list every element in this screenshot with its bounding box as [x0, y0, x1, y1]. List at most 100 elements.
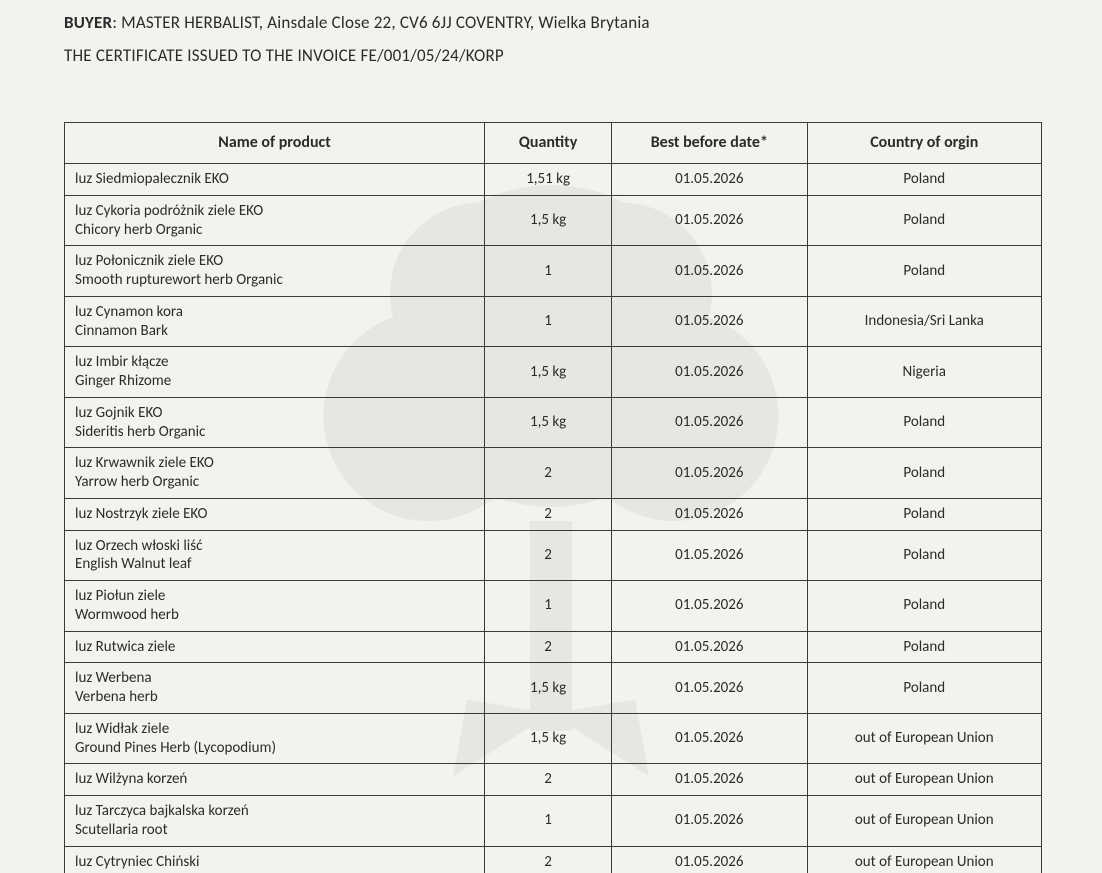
cell-origin: out of European Union	[807, 713, 1042, 764]
cell-origin: out of European Union	[807, 846, 1042, 873]
col-header-date: Best before date*	[612, 123, 807, 164]
product-name-line2: Chicory herb Organic	[75, 221, 474, 240]
cell-best-before: 01.05.2026	[612, 397, 807, 448]
product-name-line2: Verbena herb	[75, 688, 474, 707]
cell-origin: Poland	[807, 581, 1042, 632]
cell-origin: out of European Union	[807, 764, 1042, 796]
cell-product-name: luz Nostrzyk ziele EKO	[65, 498, 485, 530]
cell-origin: Poland	[807, 663, 1042, 714]
cell-origin: Poland	[807, 631, 1042, 663]
product-name-line1: luz Nostrzyk ziele EKO	[75, 505, 474, 524]
product-name-line2: Ground Pines Herb (Lycopodium)	[75, 739, 474, 758]
cell-product-name: luz Cykoria podróżnik ziele EKOChicory h…	[65, 195, 485, 246]
cell-origin: Poland	[807, 448, 1042, 499]
table-row: luz Tarczyca bajkalska korzeńScutellaria…	[65, 796, 1042, 847]
cell-product-name: luz WerbenaVerbena herb	[65, 663, 485, 714]
product-name-line1: luz Widłak ziele	[75, 720, 474, 739]
cell-best-before: 01.05.2026	[612, 663, 807, 714]
cell-quantity: 1,5 kg	[485, 195, 612, 246]
table-row: luz Cytryniec Chiński201.05.2026out of E…	[65, 846, 1042, 873]
certificate-line: THE CERTIFICATE ISSUED TO THE INVOICE FE…	[64, 45, 1042, 66]
cell-best-before: 01.05.2026	[612, 796, 807, 847]
table-row: luz Cykoria podróżnik ziele EKOChicory h…	[65, 195, 1042, 246]
cell-best-before: 01.05.2026	[612, 530, 807, 581]
cell-best-before: 01.05.2026	[612, 713, 807, 764]
product-name-line1: luz Tarczyca bajkalska korzeń	[75, 802, 474, 821]
table-row: luz Piołun zieleWormwood herb101.05.2026…	[65, 581, 1042, 632]
product-name-line1: luz Wilżyna korzeń	[75, 770, 474, 789]
cell-quantity: 1,5 kg	[485, 347, 612, 398]
cell-best-before: 01.05.2026	[612, 498, 807, 530]
cell-best-before: 01.05.2026	[612, 164, 807, 196]
product-name-line1: luz Werbena	[75, 669, 474, 688]
col-header-origin: Country of orgin	[807, 123, 1042, 164]
cell-product-name: luz Orzech włoski liśćEnglish Walnut lea…	[65, 530, 485, 581]
cell-quantity: 2	[485, 448, 612, 499]
table-row: luz Cynamon koraCinnamon Bark101.05.2026…	[65, 296, 1042, 347]
cell-best-before: 01.05.2026	[612, 764, 807, 796]
cell-origin: Poland	[807, 498, 1042, 530]
product-name-line2: Cinnamon Bark	[75, 322, 474, 341]
cell-product-name: luz Imbir kłączeGinger Rhizome	[65, 347, 485, 398]
cell-origin: Poland	[807, 246, 1042, 297]
cell-quantity: 1,5 kg	[485, 713, 612, 764]
cell-best-before: 01.05.2026	[612, 581, 807, 632]
buyer-label: BUYER	[64, 12, 112, 33]
buyer-details: : MASTER HERBALIST, Ainsdale Close 22, C…	[112, 12, 649, 33]
cell-quantity: 1	[485, 796, 612, 847]
product-name-line2: Sideritis herb Organic	[75, 423, 474, 442]
cell-quantity: 1	[485, 246, 612, 297]
cell-origin: Poland	[807, 397, 1042, 448]
cell-product-name: luz Piołun zieleWormwood herb	[65, 581, 485, 632]
buyer-line: BUYER: MASTER HERBALIST, Ainsdale Close …	[64, 12, 1042, 33]
product-name-line1: luz Rutwica ziele	[75, 638, 474, 657]
products-table: Name of product Quantity Best before dat…	[64, 122, 1042, 873]
cell-product-name: luz Cytryniec Chiński	[65, 846, 485, 873]
product-name-line1: luz Piołun ziele	[75, 587, 474, 606]
cell-product-name: luz Tarczyca bajkalska korzeńScutellaria…	[65, 796, 485, 847]
cell-best-before: 01.05.2026	[612, 448, 807, 499]
cell-quantity: 2	[485, 764, 612, 796]
table-row: luz Wilżyna korzeń 201.05.2026out of Euro…	[65, 764, 1042, 796]
cell-product-name: luz Rutwica ziele	[65, 631, 485, 663]
product-name-line1: luz Cytryniec Chiński	[75, 853, 474, 872]
cell-quantity: 1,5 kg	[485, 397, 612, 448]
table-row: luz WerbenaVerbena herb1,5 kg01.05.2026P…	[65, 663, 1042, 714]
table-row: luz Gojnik EKOSideritis herb Organic 1,5 …	[65, 397, 1042, 448]
col-header-name: Name of product	[65, 123, 485, 164]
product-name-line1: luz Gojnik EKO	[75, 404, 474, 423]
product-name-line2: Smooth rupturewort herb Organic	[75, 271, 474, 290]
table-row: luz Widłak zieleGround Pines Herb (Lycop…	[65, 713, 1042, 764]
table-header-row: Name of product Quantity Best before dat…	[65, 123, 1042, 164]
cell-product-name: luz Widłak zieleGround Pines Herb (Lycop…	[65, 713, 485, 764]
certificate-page: BUYER: MASTER HERBALIST, Ainsdale Close …	[0, 0, 1102, 873]
table-row: luz Rutwica ziele201.05.2026Poland	[65, 631, 1042, 663]
table-row: luz Siedmiopalecznik EKO 1,51 kg01.05.202…	[65, 164, 1042, 196]
cell-origin: Poland	[807, 530, 1042, 581]
cell-origin: Poland	[807, 164, 1042, 196]
table-row: luz Imbir kłączeGinger Rhizome1,5 kg01.0…	[65, 347, 1042, 398]
cell-origin: out of European Union	[807, 796, 1042, 847]
cell-origin: Poland	[807, 195, 1042, 246]
product-name-line1: luz Siedmiopalecznik EKO	[75, 170, 474, 189]
cell-best-before: 01.05.2026	[612, 246, 807, 297]
product-name-line2: Yarrow herb Organic	[75, 473, 474, 492]
product-name-line2: Ginger Rhizome	[75, 372, 474, 391]
cell-product-name: luz Połonicznik ziele EKOSmooth rupturew…	[65, 246, 485, 297]
table-row: luz Orzech włoski liśćEnglish Walnut lea…	[65, 530, 1042, 581]
cell-product-name: luz Cynamon koraCinnamon Bark	[65, 296, 485, 347]
cell-product-name: luz Krwawnik ziele EKOYarrow herb Organi…	[65, 448, 485, 499]
cell-product-name: luz Siedmiopalecznik EKO	[65, 164, 485, 196]
cell-quantity: 1	[485, 296, 612, 347]
product-name-line2: Scutellaria root	[75, 821, 474, 840]
table-row: luz Połonicznik ziele EKOSmooth rupturew…	[65, 246, 1042, 297]
product-name-line1: luz Połonicznik ziele EKO	[75, 252, 474, 271]
table-row: luz Nostrzyk ziele EKO201.05.2026Poland	[65, 498, 1042, 530]
cell-quantity: 2	[485, 631, 612, 663]
cell-best-before: 01.05.2026	[612, 296, 807, 347]
cell-quantity: 1,51 kg	[485, 164, 612, 196]
cell-best-before: 01.05.2026	[612, 195, 807, 246]
product-name-line1: luz Cynamon kora	[75, 303, 474, 322]
product-name-line1: luz Orzech włoski liść	[75, 537, 474, 556]
cell-best-before: 01.05.2026	[612, 347, 807, 398]
